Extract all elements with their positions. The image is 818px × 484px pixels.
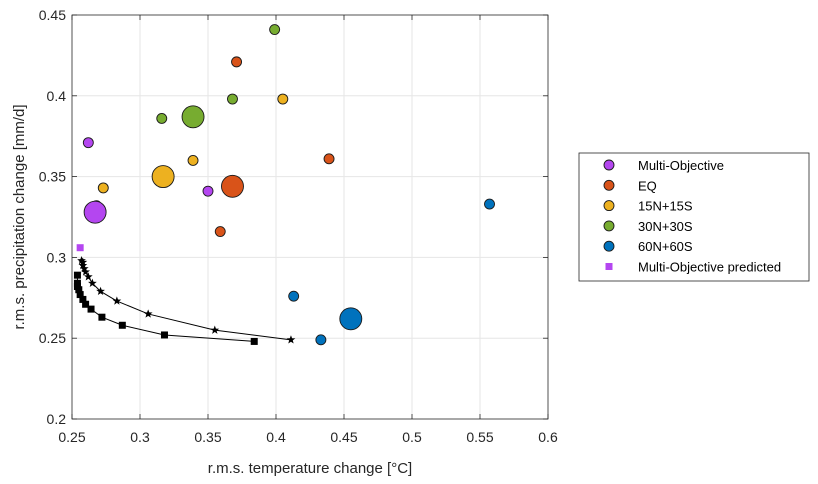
star-marker <box>83 272 93 281</box>
square-marker <box>118 321 126 329</box>
star-marker <box>96 286 105 296</box>
legend-marker <box>605 263 613 270</box>
x-tick-label: 0.25 <box>58 429 85 445</box>
data-points <box>76 24 495 346</box>
y-tick-label: 0.35 <box>39 169 66 185</box>
x-axis-title: r.m.s. temperature change [°C] <box>208 460 412 477</box>
eq-point <box>323 153 335 165</box>
y-tick-label: 0.25 <box>39 330 66 346</box>
15n-15s-point <box>187 154 199 166</box>
legend-marker <box>603 179 615 191</box>
legend-marker <box>603 159 615 171</box>
legend-label: Multi-Objective <box>638 158 724 173</box>
multi-objective-point <box>83 200 107 224</box>
eq-point <box>231 56 243 68</box>
square-marker <box>73 279 81 287</box>
multi-objective-point <box>82 137 94 149</box>
60n-60s-point <box>339 307 363 331</box>
star-marker <box>143 309 153 318</box>
legend-marker <box>603 200 615 212</box>
square-marker <box>79 295 87 303</box>
frontier-curves <box>73 256 296 345</box>
square-marker <box>82 300 90 308</box>
square-marker <box>160 331 168 339</box>
30n-30s-point <box>156 112 168 124</box>
15n-15s-point <box>151 165 175 189</box>
x-tick-label: 0.55 <box>466 429 493 445</box>
legend-label: 30N+30S <box>638 219 693 234</box>
30n-30s-point <box>181 105 205 129</box>
60n-60s-point <box>315 334 327 346</box>
y-tick-label: 0.45 <box>39 7 66 23</box>
x-tick-label: 0.3 <box>130 429 150 445</box>
x-tick-label: 0.35 <box>194 429 221 445</box>
plot-frame <box>71 14 549 420</box>
star-marker <box>88 278 97 287</box>
multi-objective-predicted-point <box>76 244 84 252</box>
legend-marker <box>603 240 615 252</box>
star-marker <box>210 325 220 334</box>
x-tick-label: 0.4 <box>266 429 286 445</box>
60n-60s-point <box>288 290 300 302</box>
square-marker <box>87 305 95 313</box>
grid <box>72 15 548 419</box>
plot-area <box>72 15 548 419</box>
y-tick-label: 0.3 <box>47 249 67 265</box>
axis-ticks: 0.25 0.3 0.35 0.4 0.45 0.5 0.55 0.6 0.2 0.25 0.3 0.… <box>39 7 558 445</box>
legend: Multi-Objective EQ 15N+15S 30N+30S 60N+60S Mu… <box>578 152 810 282</box>
15n-15s-point <box>97 182 109 194</box>
legend-marker <box>603 220 615 232</box>
x-tick-label: 0.6 <box>538 429 558 445</box>
square-marker <box>76 291 84 299</box>
square-marker <box>73 271 81 279</box>
legend-label: Multi-Objective predicted <box>638 260 781 275</box>
star-marker <box>112 296 122 305</box>
multi-objective-point <box>202 185 214 197</box>
legend-label: 15N+15S <box>638 199 693 214</box>
y-tick-label: 0.4 <box>47 88 67 104</box>
star-marker <box>286 335 296 344</box>
star-marker <box>77 256 86 265</box>
star-marker <box>78 260 88 270</box>
y-axis-title: r.m.s. precipitation change [mm/d] <box>11 104 28 329</box>
square-marker <box>250 337 258 345</box>
x-tick-label: 0.45 <box>330 429 357 445</box>
15n-15s-point <box>277 93 289 105</box>
square-marker <box>98 313 106 321</box>
60n-60s-point <box>484 198 495 210</box>
legend-box <box>578 152 810 282</box>
y-tick-label: 0.2 <box>47 411 67 427</box>
legend-label: 60N+60S <box>638 239 693 254</box>
30n-30s-point <box>227 93 238 105</box>
eq-point <box>214 226 226 237</box>
30n-30s-point <box>269 24 281 35</box>
eq-point <box>221 174 244 198</box>
legend-label: EQ <box>638 178 657 193</box>
x-tick-label: 0.5 <box>402 429 422 445</box>
